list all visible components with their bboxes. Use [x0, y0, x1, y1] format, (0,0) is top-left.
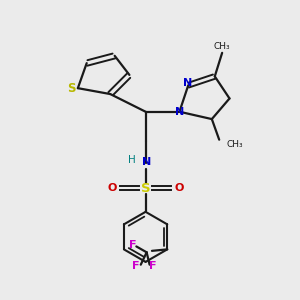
Text: N: N	[176, 107, 185, 117]
Text: S: S	[67, 82, 76, 95]
Text: F: F	[149, 261, 156, 271]
Text: O: O	[107, 183, 116, 193]
Text: F: F	[129, 240, 136, 250]
Text: S: S	[141, 182, 150, 195]
Text: F: F	[132, 261, 139, 271]
Text: CH₃: CH₃	[214, 42, 230, 51]
Text: N: N	[142, 157, 151, 167]
Text: CH₃: CH₃	[226, 140, 243, 148]
Text: O: O	[175, 183, 184, 193]
Text: N: N	[183, 78, 192, 88]
Text: H: H	[128, 155, 136, 165]
